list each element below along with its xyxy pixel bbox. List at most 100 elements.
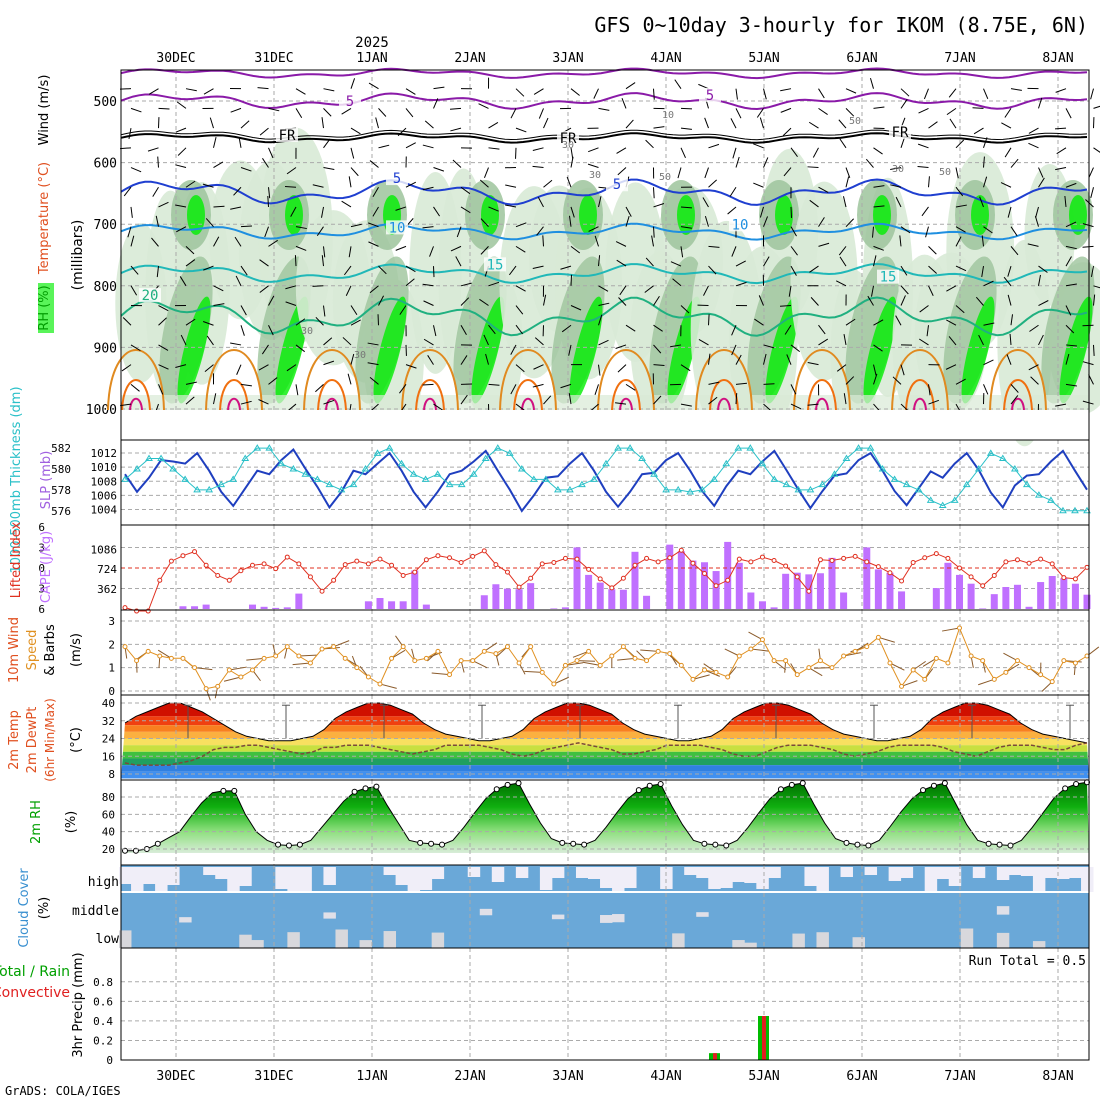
cape-bar [388,601,395,609]
cape-bar [875,569,882,609]
wind10-speed-point [784,659,788,663]
ylabel-temperature: Temperature (°C) [37,162,52,275]
wind10-speed-point [135,659,139,663]
rh-point [647,783,652,788]
high-cloud-bar [937,867,949,879]
wind10-speed-point [378,682,382,686]
ylabel-rh-b: (%) [64,811,79,834]
high-cloud-bar [408,867,420,891]
footer-credit: GrADS: COLA/IGES [5,1084,121,1098]
lifted-index-point [401,574,405,578]
rh-point [582,842,587,847]
rh-point [286,843,291,848]
below-ground-area [121,410,1089,440]
isotherm-label: 5 [393,171,401,187]
wind10-speed-point [598,663,602,667]
lifted-index-point [343,563,347,567]
precip-run-total: Run Total = 0.5 [969,954,1086,969]
wind10-speed-point [123,645,127,649]
rh-point [713,842,718,847]
wind10-speed-point [274,654,278,658]
wind10-speed-point [390,656,394,660]
rh-point [276,842,281,847]
wind10-speed-point [842,654,846,658]
date-tick-bottom: 6JAN [846,1069,877,1084]
wind10-speed-point [668,652,672,656]
wind10-barb [380,684,397,688]
lifted-index-point [123,606,127,610]
cape-bar [585,575,592,609]
high-cloud-bar [432,867,444,879]
isotherm-label: FR [892,125,909,141]
wind10-speed-point [865,645,869,649]
date-tick-top: 8JAN [1042,51,1073,66]
ylabel-temp-a: 2m Temp [7,710,22,770]
cape-bar [550,608,557,609]
li-tick-label: 6 [38,603,45,616]
pressure-tick-label: 800 [94,280,117,295]
rh-point [571,841,576,846]
lifted-index-point [807,589,811,593]
wind10-speed-point [703,668,707,672]
rh-point [516,781,521,786]
cape-bar [1026,607,1033,609]
middle-cloud-bar [480,909,492,915]
ylabel-lifted-index: Lifted Index [9,521,24,598]
date-tick-top: 6JAN [846,51,877,66]
temp-band [121,703,1089,716]
cape-bar [179,606,186,609]
wind10-speed-point [656,649,660,653]
rh-point [658,782,663,787]
thickness-tick-label: 578 [51,484,71,497]
precip-tick-label: 0 [106,1054,113,1067]
rh-shade-moist [285,195,303,235]
high-cloud-bar [768,867,780,878]
wind-barb [1091,89,1094,100]
cape-bar [643,596,650,609]
high-cloud-bar [804,867,816,886]
thickness-line [125,448,1087,511]
lifted-index-point [181,554,185,558]
date-tick-top: 31DEC [254,51,293,66]
rh-point [232,788,237,793]
lifted-index-point [204,563,208,567]
wind-barb [709,314,710,325]
wind10-speed-line [125,628,1087,689]
low-cloud-bar [384,931,396,948]
rh-point [800,781,805,786]
temp-band [121,765,1089,772]
isotherm-label: 5 [346,94,354,110]
year-label: 2025 [355,35,389,51]
high-cloud-bar [612,867,624,893]
lifted-index-point [737,557,741,561]
cape-bar [562,607,569,609]
ylabel-cloud-b: (%) [37,897,52,920]
wind10-speed-point [193,666,197,670]
cape-bar [504,589,511,609]
wind10-speed-point [737,654,741,658]
rh-contour-label: 30 [301,326,313,337]
high-cloud-bar [516,867,528,878]
date-tick-top: 7JAN [944,51,975,66]
lifted-index-point [946,556,950,560]
thickness-tick-label: 582 [51,442,71,455]
wind10-speed-point [297,654,301,658]
thickness-point [266,445,272,450]
wind10-speed-point [308,661,312,665]
wind10-speed-point [934,656,938,660]
rh-point [505,782,510,787]
wind10-speed-point [749,647,753,651]
lifted-index-point [424,558,428,562]
rh-point [942,781,947,786]
wind-barb [764,384,775,385]
rh-point [1074,782,1079,787]
cape-tick-label: 724 [97,563,117,576]
date-tick-bottom: 1JAN [356,1069,387,1084]
lifted-index-point [934,552,938,556]
wind10-speed-point [471,659,475,663]
rh-point [221,788,226,793]
thickness-point [868,445,874,450]
precip-tick-label: 0.2 [93,1034,113,1047]
